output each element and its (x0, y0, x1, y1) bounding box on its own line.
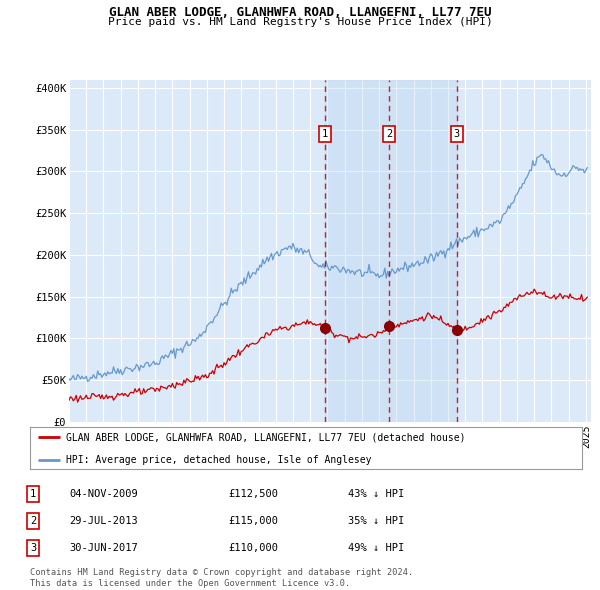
Text: £110,000: £110,000 (228, 543, 278, 553)
Text: 2: 2 (30, 516, 36, 526)
Text: 35% ↓ HPI: 35% ↓ HPI (348, 516, 404, 526)
Text: HPI: Average price, detached house, Isle of Anglesey: HPI: Average price, detached house, Isle… (66, 455, 371, 465)
Bar (325, 80, 457, 422)
Text: 3: 3 (454, 129, 460, 139)
Text: 3: 3 (30, 543, 36, 553)
Text: £115,000: £115,000 (228, 516, 278, 526)
Text: 1: 1 (30, 489, 36, 499)
Text: 43% ↓ HPI: 43% ↓ HPI (348, 489, 404, 499)
Text: This data is licensed under the Open Government Licence v3.0.: This data is licensed under the Open Gov… (30, 579, 350, 588)
Text: 04-NOV-2009: 04-NOV-2009 (69, 489, 138, 499)
Text: 30-JUN-2017: 30-JUN-2017 (69, 543, 138, 553)
Text: GLAN ABER LODGE, GLANHWFA ROAD, LLANGEFNI, LL77 7EU (detached house): GLAN ABER LODGE, GLANHWFA ROAD, LLANGEFN… (66, 432, 466, 442)
Text: 29-JUL-2013: 29-JUL-2013 (69, 516, 138, 526)
Text: 49% ↓ HPI: 49% ↓ HPI (348, 543, 404, 553)
Text: 2: 2 (386, 129, 392, 139)
Text: Contains HM Land Registry data © Crown copyright and database right 2024.: Contains HM Land Registry data © Crown c… (30, 568, 413, 576)
Text: Price paid vs. HM Land Registry's House Price Index (HPI): Price paid vs. HM Land Registry's House … (107, 17, 493, 27)
Text: £112,500: £112,500 (228, 489, 278, 499)
Text: 1: 1 (322, 129, 328, 139)
Text: GLAN ABER LODGE, GLANHWFA ROAD, LLANGEFNI, LL77 7EU: GLAN ABER LODGE, GLANHWFA ROAD, LLANGEFN… (109, 6, 491, 19)
